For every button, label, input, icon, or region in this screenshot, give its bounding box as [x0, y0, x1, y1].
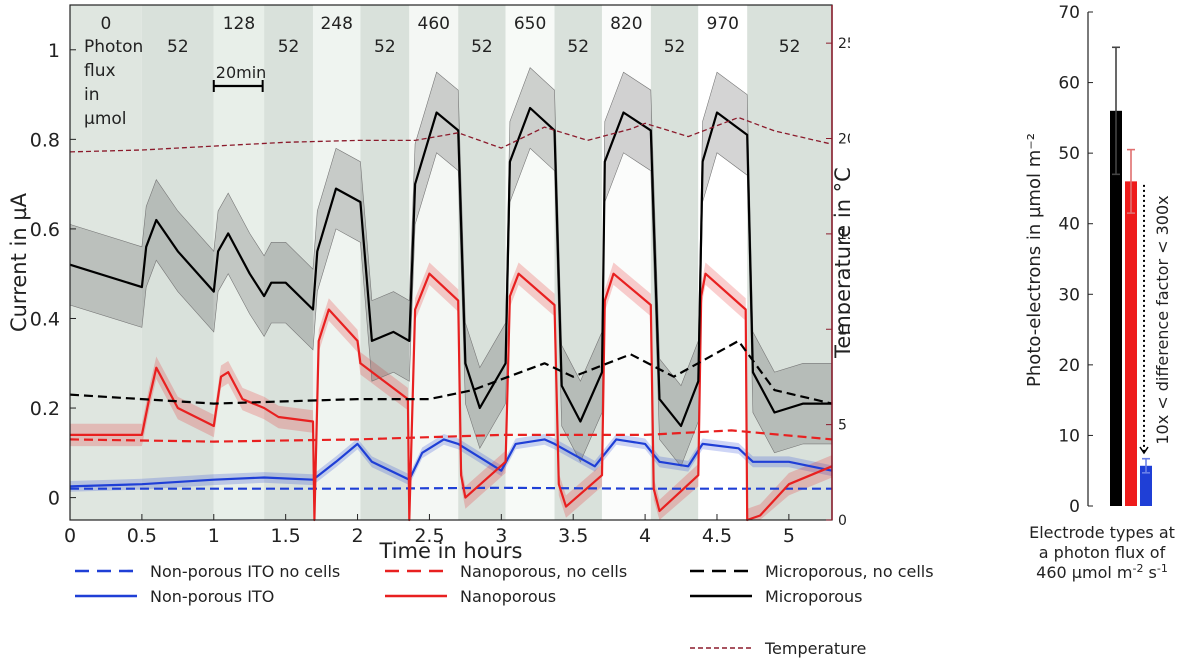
bar-y-tick-label: 40 — [1058, 215, 1080, 235]
phase-flux-label: 0 — [101, 14, 112, 34]
legend-label: Microporous, no cells — [765, 562, 934, 581]
phase-flux-label: 52 — [471, 37, 493, 57]
bar-x-label-flux: 460 µmol m-2 s-1 — [1036, 562, 1168, 582]
y2-axis-title: Temperature in °C — [831, 167, 850, 359]
series-line — [69, 116, 833, 153]
phase-flux-label: 52 — [374, 37, 396, 57]
y-tick-label: 0.6 — [30, 219, 60, 241]
legend-label: Temperature — [764, 639, 866, 658]
photo-electron-bar-chart: 0 10 20 30 40 50 60 70 Photo-electrons in µmol m… — [1024, 3, 1175, 582]
series-line — [69, 339, 833, 405]
legend-label: Microporous — [765, 587, 863, 606]
y2-tick-label: 10 — [838, 322, 850, 338]
phase-flux-label: 460 — [418, 14, 450, 34]
flux-unit-label: in — [84, 85, 100, 105]
bar-y-axis-title: Photo-electrons in µmol m⁻² — [1024, 133, 1045, 387]
difference-annotation: 10x < difference factor < 300x — [1153, 195, 1172, 444]
y-tick-label: 1 — [48, 40, 60, 62]
y2-tick-label: 15 — [838, 227, 850, 243]
flux-part: 460 µmol m — [1036, 563, 1132, 582]
light-phase-band — [698, 5, 748, 520]
bar-y-tick-label: 30 — [1058, 285, 1080, 305]
legend-label: Nanoporous — [460, 587, 556, 606]
phase-flux-label: 820 — [610, 14, 642, 34]
phase-flux-label: 52 — [567, 37, 589, 57]
flux-part: s — [1143, 563, 1156, 582]
light-phase-band — [312, 5, 361, 520]
y2-tick-label: 5 — [838, 418, 847, 434]
flux-part: -1 — [1157, 562, 1168, 575]
light-phase-band — [213, 5, 265, 520]
phase-flux-label: 650 — [514, 14, 546, 34]
flux-unit-label: µmol — [84, 109, 127, 129]
bar — [1110, 110, 1122, 507]
series-line — [69, 438, 833, 488]
arrow-head — [1139, 446, 1149, 455]
x-axis-title: Time in hours — [379, 539, 523, 560]
flux-part: -2 — [1132, 562, 1143, 575]
legend-label: Non-porous ITO no cells — [150, 562, 340, 581]
x-tick-label: 4.5 — [702, 525, 732, 547]
phase-flux-label: 52 — [278, 37, 300, 57]
phase-flux-label: 248 — [320, 14, 352, 34]
bar — [1125, 181, 1137, 506]
bar-y-tick-label: 70 — [1058, 3, 1080, 23]
y2-tick-label: 20 — [838, 132, 850, 148]
y2-tick-label: 0 — [838, 513, 847, 529]
x-tick-label: 4 — [639, 525, 651, 547]
y2-tick-label: 25 — [838, 36, 850, 52]
series-line — [70, 272, 833, 522]
x-tick-label: 0 — [64, 525, 76, 547]
bar — [1140, 465, 1152, 506]
phase-flux-label: 52 — [167, 37, 189, 57]
y-axis-title: Current in µA — [7, 192, 31, 332]
flux-unit-label: flux — [84, 61, 116, 81]
x-tick-label: 3 — [495, 525, 507, 547]
legend-label: Non-porous ITO — [150, 587, 274, 606]
legend-label: Nanoporous, no cells — [460, 562, 627, 581]
light-phase-band — [264, 5, 313, 520]
y-tick-label: 0.8 — [30, 129, 60, 151]
light-phase-band — [141, 5, 214, 520]
light-phase-band — [409, 5, 459, 520]
bar-y-tick-label: 0 — [1069, 497, 1080, 517]
phase-flux-label: 128 — [223, 14, 255, 34]
x-tick-label: 2.5 — [414, 525, 444, 547]
flux-unit-label: Photon — [84, 37, 143, 57]
phase-flux-label: 52 — [664, 37, 686, 57]
bar-y-tick-label: 10 — [1058, 426, 1080, 446]
phase-flux-label: 52 — [779, 37, 801, 57]
scale-bar-label: 20min — [216, 63, 267, 82]
x-tick-label: 3.5 — [558, 525, 588, 547]
x-tick-label: 2 — [352, 525, 364, 547]
x-tick-label: 5 — [783, 525, 795, 547]
bar-y-tick-label: 20 — [1058, 356, 1080, 376]
x-tick-label: 1.5 — [271, 525, 301, 547]
x-tick-label: 1 — [208, 525, 220, 547]
y-tick-label: 0 — [48, 488, 60, 510]
y-tick-label: 0.2 — [30, 398, 60, 420]
series-line — [70, 486, 832, 490]
series-line — [69, 106, 832, 428]
series-line — [69, 429, 833, 443]
bar-y-tick-label: 60 — [1058, 74, 1080, 94]
current-time-chart: 00.511.522.533.544.5500.20.40.60.8105101… — [7, 4, 850, 560]
y-tick-label: 0.4 — [30, 308, 60, 330]
bar-x-label: a photon flux of — [1039, 543, 1166, 562]
x-tick-label: 0.5 — [127, 525, 157, 547]
bar-y-tick-label: 50 — [1058, 144, 1080, 164]
phase-flux-label: 970 — [707, 14, 739, 34]
bar-x-label: Electrode types at — [1029, 523, 1175, 542]
